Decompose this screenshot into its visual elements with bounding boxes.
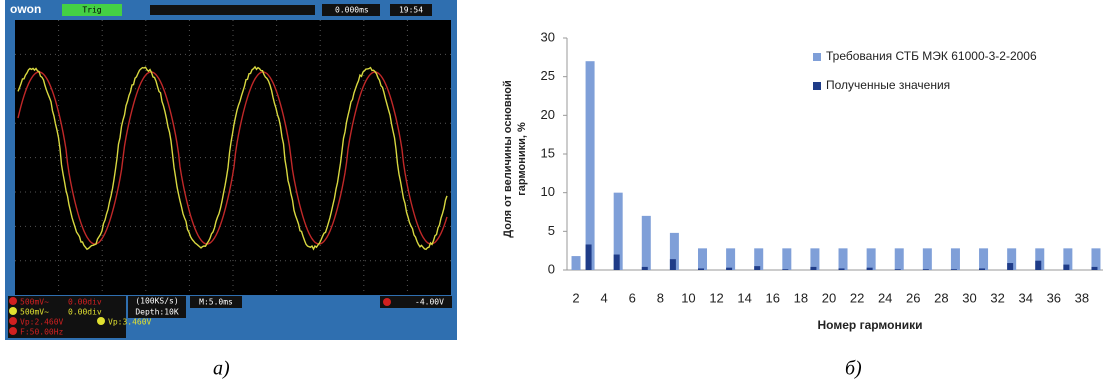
brand: owon	[10, 2, 41, 16]
bar	[698, 248, 707, 270]
ch1-offset: 0.00div	[68, 298, 102, 307]
caption-b: б)	[845, 358, 862, 380]
bar	[923, 248, 932, 270]
bar	[810, 267, 816, 270]
x-tick-label: 18	[794, 290, 808, 305]
x-tick-label: 36	[1047, 290, 1061, 305]
trig-level: -4.00V	[415, 298, 444, 307]
m1-icon	[9, 317, 17, 325]
bar	[867, 248, 876, 270]
bar	[614, 255, 620, 270]
bar	[782, 248, 791, 270]
bar	[1035, 261, 1041, 270]
depth: Depth:10K	[135, 308, 179, 317]
bar	[951, 269, 957, 270]
m3-icon	[9, 327, 17, 335]
legend-swatch	[813, 53, 821, 61]
x-tick-label: 14	[737, 290, 751, 305]
time-bar	[150, 5, 315, 15]
trig-level-icon	[383, 298, 391, 306]
x-tick-label: 2	[572, 290, 579, 305]
x-tick-label: 22	[850, 290, 864, 305]
y-tick-label: 0	[548, 261, 555, 276]
x-tick-label: 34	[1018, 290, 1032, 305]
y-tick-label: 5	[548, 223, 555, 238]
bar	[979, 268, 985, 270]
x-tick-label: 26	[906, 290, 920, 305]
bar	[642, 267, 648, 270]
clock: 19:54	[399, 6, 423, 15]
trig: Trig	[82, 6, 101, 15]
bar	[1091, 267, 1097, 270]
x-tick-label: 24	[878, 290, 892, 305]
y-tick-label: 25	[541, 68, 555, 83]
time-offset: 0.000ms	[335, 6, 369, 15]
x-tick-label: 8	[657, 290, 664, 305]
caption-a: а)	[213, 358, 230, 380]
bar	[1007, 263, 1013, 270]
figure: owon Trig 0.000ms 19:54 500mV~ 0.00div 5…	[0, 0, 1113, 383]
x-tick-label: 10	[681, 290, 695, 305]
timebase: M:5.0ms	[199, 298, 233, 307]
bar	[810, 248, 819, 270]
y-tick-label: 30	[541, 29, 555, 44]
bar	[1091, 248, 1100, 270]
y-tick-label: 20	[541, 107, 555, 122]
ch1-icon	[9, 297, 17, 305]
bar	[782, 269, 788, 270]
x-axis-label: Номер гармоники	[818, 318, 923, 332]
m2-icon	[97, 317, 105, 325]
ch2-scale: 500mV~	[20, 308, 49, 317]
bar	[670, 259, 676, 270]
measure2: Vp:3.460V	[108, 318, 152, 327]
bar	[951, 248, 960, 270]
y-axis-label: Доля от величины основной гармоники, %	[501, 74, 529, 244]
bar	[726, 268, 732, 270]
bar	[754, 266, 760, 270]
page: {"scope": {"brand": "owon", "trigger": "…	[0, 0, 1113, 383]
ch2-icon	[9, 307, 17, 315]
bar	[572, 256, 581, 270]
ch2-offset: 0.00div	[68, 308, 102, 317]
legend-label: Полученные значения	[826, 78, 950, 92]
legend-label: Требования СТБ МЭК 61000-3-2-2006	[826, 49, 1037, 63]
y-tick-label: 15	[541, 145, 555, 160]
measure3: F:50.00Hz	[20, 328, 64, 337]
x-tick-label: 12	[709, 290, 723, 305]
bar	[586, 244, 592, 270]
bar	[895, 248, 904, 270]
bar	[979, 248, 988, 270]
sample-rate: (100KS/s)	[135, 297, 178, 306]
bar-chart: 0510152025302468101214161820222426283032…	[541, 29, 1103, 332]
x-tick-label: 16	[766, 290, 780, 305]
x-tick-label: 20	[822, 290, 836, 305]
bar	[586, 61, 595, 270]
bar	[642, 216, 651, 270]
bar	[895, 269, 901, 270]
bar	[839, 248, 848, 270]
bar	[867, 268, 873, 270]
bar	[726, 248, 735, 270]
x-tick-label: 4	[601, 290, 608, 305]
bar	[698, 268, 704, 270]
x-tick-label: 28	[934, 290, 948, 305]
measure1: Vp:2.460V	[20, 318, 64, 327]
bar	[839, 268, 845, 270]
x-tick-label: 30	[962, 290, 976, 305]
x-tick-label: 38	[1075, 290, 1089, 305]
bar	[923, 269, 929, 270]
y-tick-label: 10	[541, 184, 555, 199]
bar	[1063, 265, 1069, 270]
ch1-scale: 500mV~	[20, 298, 49, 307]
x-tick-label: 32	[990, 290, 1004, 305]
x-tick-label: 6	[629, 290, 636, 305]
legend-swatch	[813, 82, 821, 90]
